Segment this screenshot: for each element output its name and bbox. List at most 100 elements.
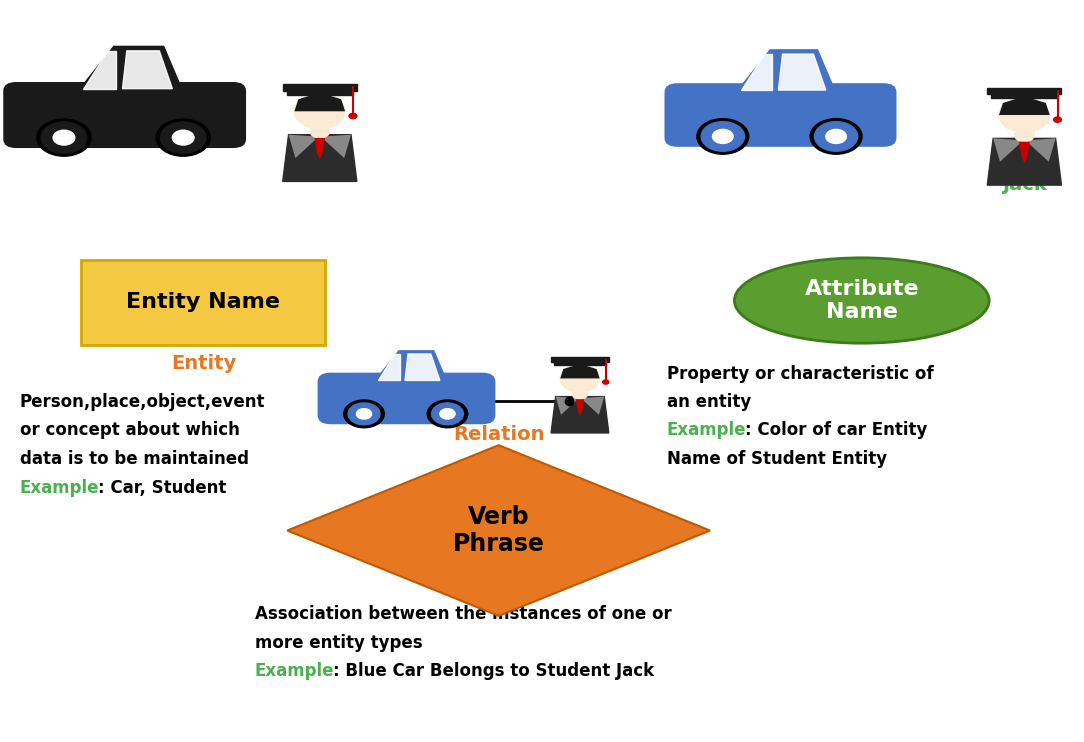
Polygon shape [295,93,345,111]
Circle shape [701,122,745,151]
Circle shape [560,365,599,392]
Circle shape [41,122,87,154]
Text: : Color of car Entity: : Color of car Entity [745,421,927,439]
Circle shape [712,129,733,143]
FancyBboxPatch shape [551,357,609,362]
Polygon shape [741,54,772,90]
Circle shape [295,94,345,128]
Polygon shape [778,54,826,90]
Circle shape [37,119,91,157]
Polygon shape [77,47,183,93]
Circle shape [603,380,609,384]
Text: Property or characteristic of: Property or characteristic of [667,365,933,383]
Text: Entity: Entity [171,354,236,373]
Polygon shape [999,96,1049,115]
Polygon shape [83,51,116,89]
Circle shape [814,122,857,151]
Text: an entity: an entity [667,393,751,411]
Text: Entity Name: Entity Name [126,292,281,312]
Circle shape [348,403,379,424]
Circle shape [53,131,75,145]
Text: Attribute
Name: Attribute Name [804,279,919,322]
Polygon shape [551,396,609,433]
Circle shape [53,131,75,145]
Circle shape [431,403,463,424]
Circle shape [1054,117,1061,122]
Polygon shape [556,396,579,415]
Circle shape [999,98,1049,132]
Circle shape [431,403,463,424]
Text: Attribute: Attribute [812,326,912,345]
Circle shape [814,122,857,151]
Polygon shape [314,138,325,160]
Polygon shape [993,138,1023,162]
Circle shape [431,403,463,424]
Circle shape [41,122,87,154]
FancyBboxPatch shape [318,372,495,424]
Text: Jack: Jack [1002,174,1047,194]
Circle shape [814,122,857,151]
Circle shape [712,129,733,143]
Circle shape [160,122,206,154]
Circle shape [160,122,206,154]
Text: Example: Example [255,662,334,680]
Circle shape [701,122,745,151]
Text: Relation: Relation [453,424,544,444]
Polygon shape [321,135,351,158]
Text: Verb
Phrase: Verb Phrase [453,505,544,556]
Circle shape [427,400,468,427]
Text: Name of Student Entity: Name of Student Entity [667,450,887,467]
Ellipse shape [735,258,990,343]
Circle shape [172,131,194,145]
Circle shape [440,409,455,419]
Text: : Blue Car Belongs to Student Jack: : Blue Car Belongs to Student Jack [333,662,654,680]
Polygon shape [560,364,599,378]
Circle shape [1015,128,1034,142]
Circle shape [156,119,210,157]
Polygon shape [373,351,448,383]
Circle shape [348,403,379,424]
FancyBboxPatch shape [286,91,353,94]
Polygon shape [288,135,319,158]
Circle shape [814,122,857,151]
Circle shape [310,125,330,138]
Text: Example: Example [667,421,746,439]
Circle shape [357,409,372,419]
Polygon shape [377,354,400,381]
Polygon shape [405,354,440,381]
Circle shape [826,129,847,143]
Polygon shape [735,50,836,93]
Circle shape [440,409,455,419]
Circle shape [572,389,588,399]
Circle shape [348,403,379,424]
FancyBboxPatch shape [988,88,1061,94]
Circle shape [431,403,463,424]
Polygon shape [287,445,710,616]
Circle shape [344,400,384,427]
FancyBboxPatch shape [81,260,325,345]
Text: Example: Example [20,479,99,496]
Text: or concept about which: or concept about which [20,421,240,439]
FancyBboxPatch shape [283,84,357,91]
Circle shape [348,403,379,424]
Circle shape [357,409,372,419]
Text: more entity types: more entity types [255,634,423,652]
Circle shape [41,122,87,154]
Polygon shape [581,396,604,415]
Circle shape [172,131,194,145]
Polygon shape [1019,142,1030,163]
Circle shape [697,119,749,154]
Text: Association between the instances of one or: Association between the instances of one… [255,605,671,623]
Polygon shape [576,399,584,416]
Circle shape [701,122,745,151]
Circle shape [810,119,862,154]
FancyBboxPatch shape [3,82,246,148]
Circle shape [701,122,745,151]
Circle shape [826,129,847,143]
Circle shape [160,122,206,154]
Text: : Car, Student: : Car, Student [98,479,225,496]
FancyBboxPatch shape [554,362,606,365]
Polygon shape [122,51,172,89]
Text: Person,place,object,event: Person,place,object,event [20,393,264,411]
Polygon shape [1025,138,1056,162]
